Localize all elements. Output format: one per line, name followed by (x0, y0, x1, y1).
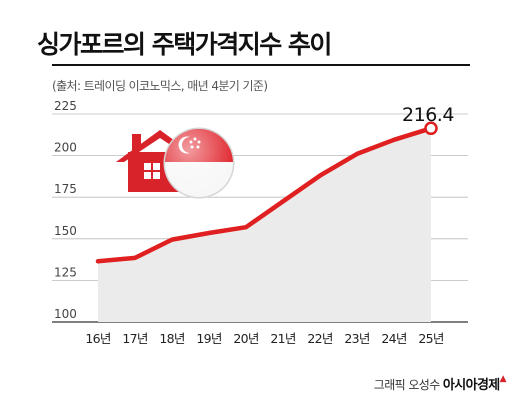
x-tick-label: 24년 (381, 331, 407, 346)
y-tick-label: 200 (54, 141, 77, 155)
credit: 그래픽 오성수 아시아경제▲ (373, 374, 507, 393)
x-tick-label: 20년 (233, 331, 259, 346)
house-window (153, 172, 160, 179)
x-tick-label: 18년 (159, 331, 185, 346)
data-points (424, 121, 438, 136)
x-tick-label: 16년 (85, 331, 111, 346)
chart-title: 싱가포르의 주택가격지수 추이 (37, 30, 332, 59)
credit-author: 그래픽 오성수 (373, 378, 440, 392)
y-tick-label: 100 (54, 307, 77, 321)
x-tick-label: 22년 (307, 331, 333, 346)
last-point-marker (424, 121, 438, 136)
brand-name: 아시아경제 (442, 378, 500, 393)
title-rule (52, 64, 470, 66)
x-tick-label: 17년 (122, 331, 148, 346)
y-tick-label: 225 (54, 99, 77, 113)
x-axis: 16년 17년 18년 19년 20년 21년 22년 23년 24년 25년 (85, 331, 444, 346)
area-fill (98, 128, 431, 322)
x-tick-label: 25년 (418, 331, 444, 346)
x-tick-label: 23년 (344, 331, 370, 346)
series-line (95, 126, 434, 264)
brand-mark-icon: ▲ (499, 374, 507, 384)
y-tick-label: 125 (54, 265, 77, 279)
house-window (153, 163, 160, 170)
y-axis: 100 125 150 175 200 225 (54, 99, 77, 321)
source-note: (출처: 트레이딩 이코노믹스, 매년 4분기 기준) (52, 79, 268, 93)
x-tick-label: 21년 (270, 331, 296, 346)
y-tick-label: 175 (54, 182, 77, 196)
last-value-label: 216.4 (402, 104, 454, 126)
y-tick-label: 150 (54, 224, 77, 238)
house-window (144, 163, 151, 170)
house-window (144, 172, 151, 179)
house-chimney (132, 134, 141, 150)
x-tick-label: 19년 (196, 331, 222, 346)
